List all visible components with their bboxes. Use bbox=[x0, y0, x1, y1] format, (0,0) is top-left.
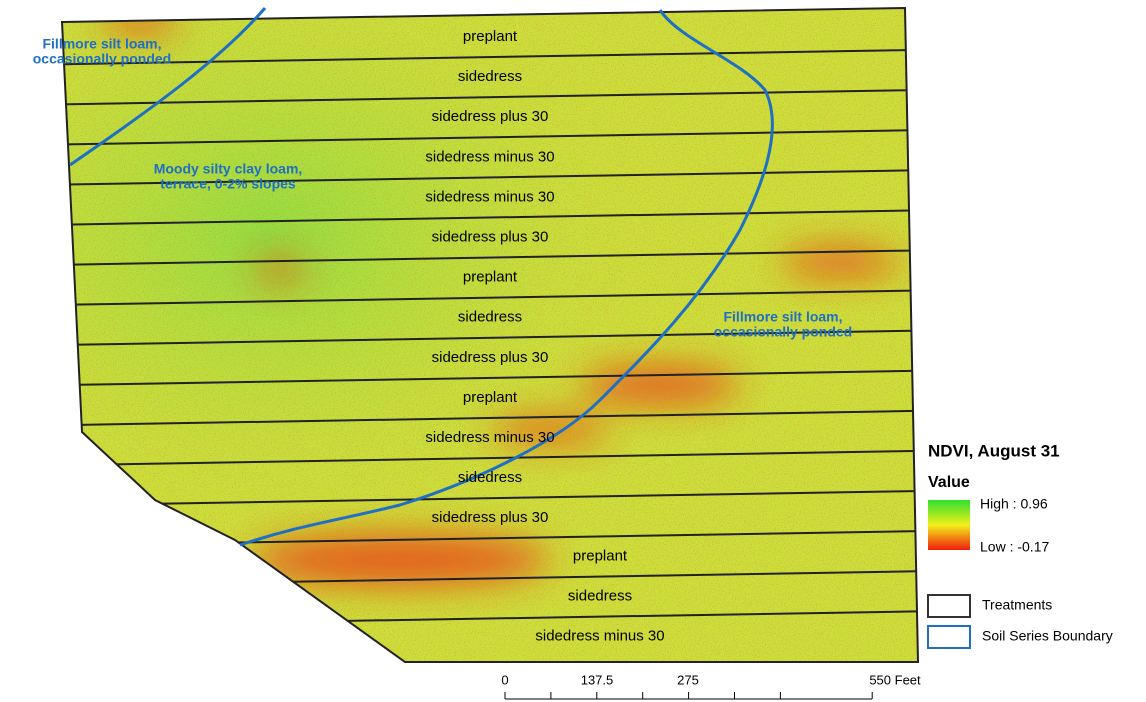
strip-label: sidedress minus 30 bbox=[535, 628, 664, 645]
scale-label: 137.5 bbox=[581, 672, 614, 687]
map-figure: preplant sidedress sidedress plus 30 sidedr… bbox=[0, 0, 1146, 702]
strip-label: sidedress plus 30 bbox=[432, 229, 549, 246]
legend-item: Treatments bbox=[982, 597, 1052, 613]
soil-label: Moody silty clay loam,terrace, 0-2% slop… bbox=[154, 160, 303, 191]
strip-label: preplant bbox=[463, 269, 518, 286]
strip-label: sidedress bbox=[568, 588, 632, 605]
strip-label: sidedress plus 30 bbox=[432, 349, 549, 366]
strip-label: sidedress bbox=[458, 469, 522, 486]
soil-label: Fillmore silt loam,occasionally ponded bbox=[33, 35, 171, 66]
scale-label: 550 Feet bbox=[869, 672, 921, 687]
strip-label: sidedress bbox=[458, 309, 522, 326]
legend-low: Low : -0.17 bbox=[980, 539, 1049, 555]
strip-label: preplant bbox=[463, 389, 518, 406]
strip-label: preplant bbox=[573, 547, 628, 564]
legend-subtitle: Value bbox=[928, 474, 970, 491]
strip-label: sidedress minus 30 bbox=[425, 148, 554, 165]
legend-swatch bbox=[928, 626, 970, 648]
soil-label: Fillmore silt loam,occasionally ponded bbox=[714, 308, 852, 339]
legend-title: NDVI, August 31 bbox=[928, 441, 1060, 460]
scale-label: 0 bbox=[501, 672, 508, 687]
legend-swatch bbox=[928, 595, 970, 617]
strip-label: preplant bbox=[463, 28, 518, 45]
legend: NDVI, August 31 Value High : 0.96 Low : … bbox=[928, 441, 1113, 648]
strip-label: sidedress bbox=[458, 68, 522, 85]
color-ramp bbox=[928, 500, 970, 550]
strip-label: sidedress plus 30 bbox=[432, 509, 549, 526]
legend-item: Soil Series Boundary bbox=[982, 628, 1113, 644]
strip-label: sidedress minus 30 bbox=[425, 188, 554, 205]
scale-bar: 0 137.5 275 550 Feet bbox=[501, 672, 921, 699]
strip-label: sidedress minus 30 bbox=[425, 429, 554, 446]
strip-label: sidedress plus 30 bbox=[432, 108, 549, 125]
scale-label: 275 bbox=[677, 672, 699, 687]
legend-high: High : 0.96 bbox=[980, 496, 1048, 512]
